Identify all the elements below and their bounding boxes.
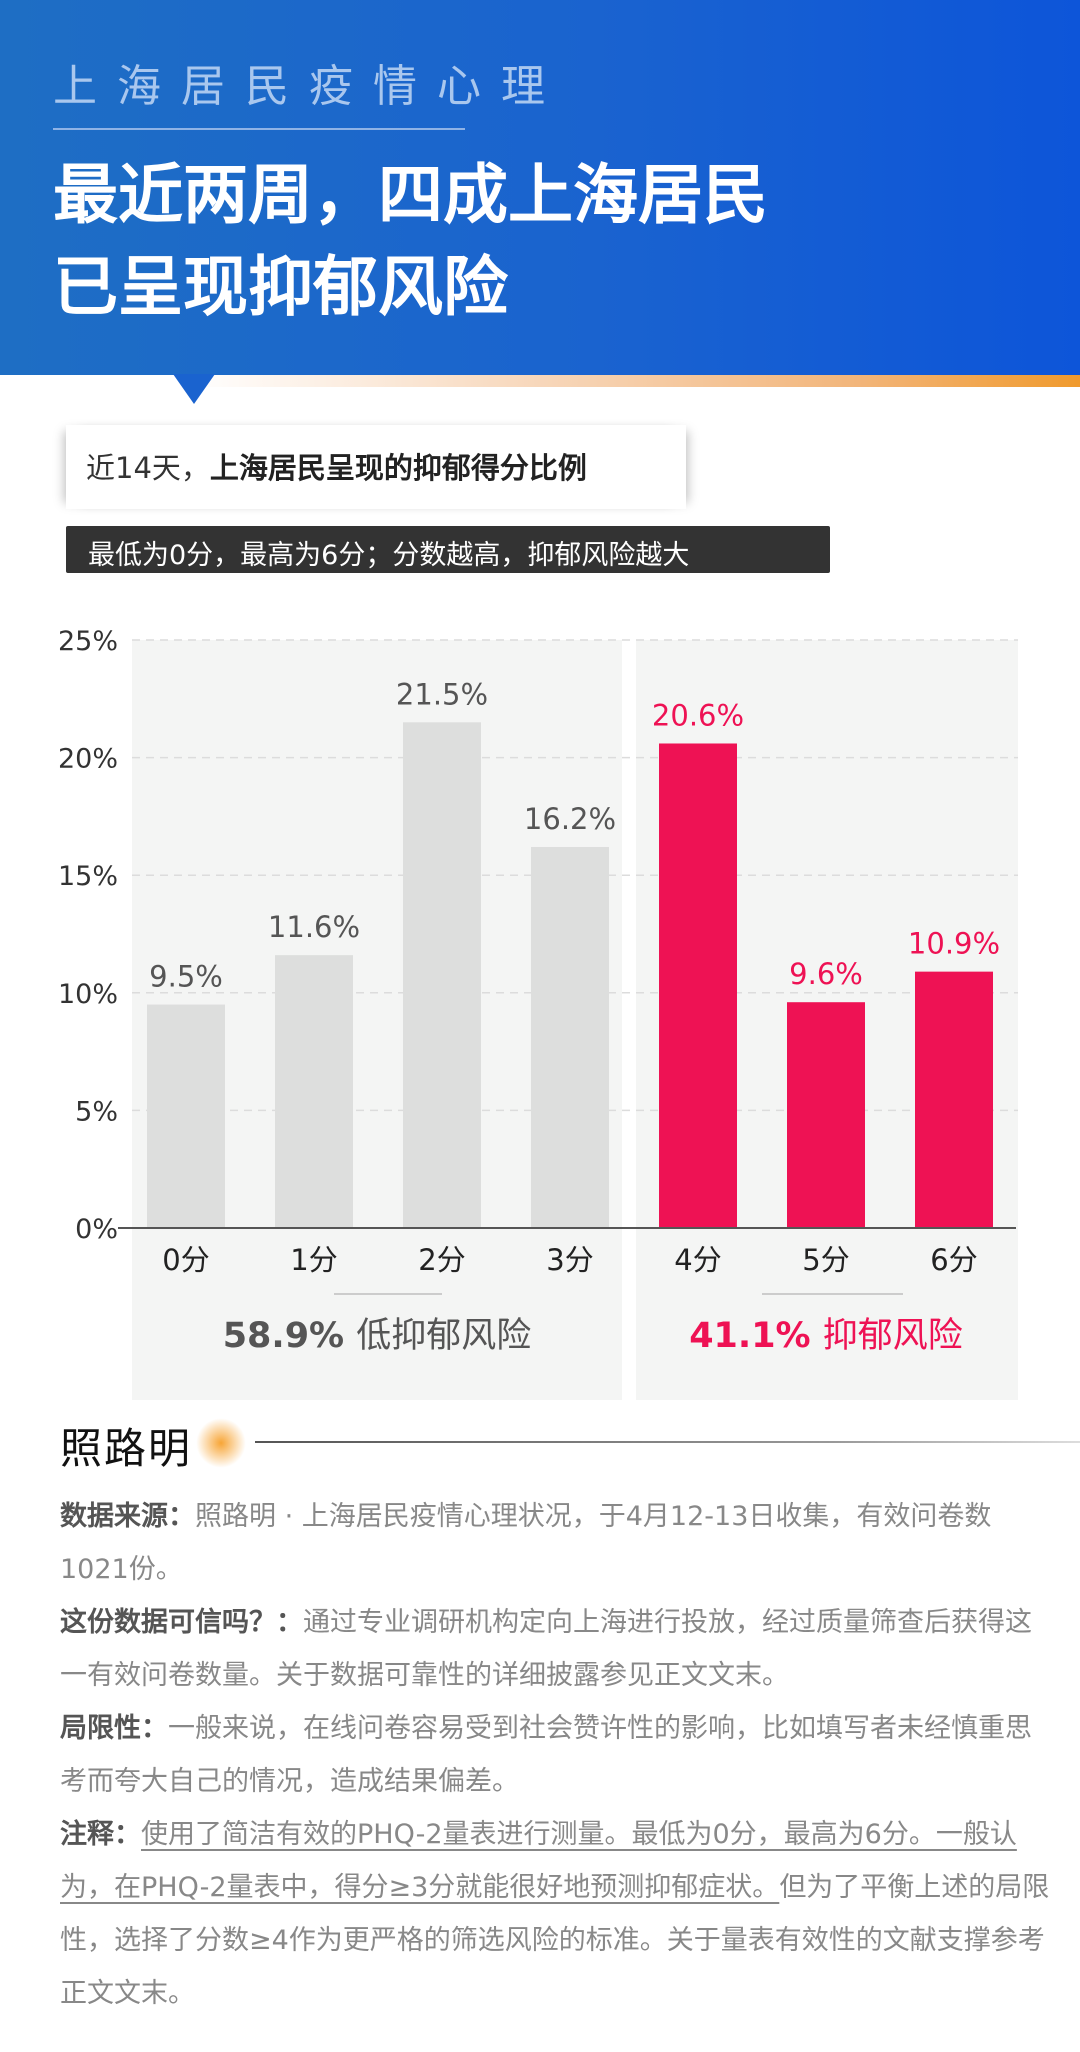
note-underlined: 使用了简洁有效的PHQ-2量表进行测量。最低为0分，最高为6分。一般认为，在PH…: [60, 1819, 1017, 1903]
group-summary: 41.1% 抑郁风险: [689, 1316, 963, 1356]
data-label: 9.6%: [789, 957, 863, 991]
y-tick-label: 25%: [58, 626, 118, 657]
group-summary: 58.9% 低抑郁风险: [223, 1316, 532, 1356]
x-tick-label: 4分: [674, 1243, 721, 1277]
reliability-label: 这份数据可信吗？：: [60, 1607, 303, 1638]
x-tick-label: 0分: [162, 1243, 209, 1277]
kicker-divider: [53, 128, 465, 130]
group-percent: 41.1%: [689, 1316, 823, 1356]
page-title: 最近两周，四成上海居民 已呈现抑郁风险: [53, 150, 768, 334]
data-label: 11.6%: [268, 910, 360, 944]
footer-notes: 数据来源：照路明 · 上海居民疫情心理状况，于4月12-13日收集，有效问卷数1…: [60, 1490, 1050, 2020]
bar: [659, 743, 737, 1228]
bar-chart: 0% 5% 10% 15% 20% 25% 9.5% 0分 11.6% 1分 21.5% 2分 16.2…: [58, 626, 1018, 1400]
y-tick-label: 20%: [58, 744, 118, 775]
accent-bar: [190, 375, 1080, 387]
limitation-label: 局限性：: [60, 1713, 168, 1744]
bar: [915, 971, 993, 1228]
x-tick-label: 6分: [930, 1243, 977, 1277]
reliability-text: 通过专业调研机构定向上海进行投放，经过质量筛查后获得这一有效问卷数量。关于数据可…: [60, 1607, 1032, 1691]
limitation-text: 一般来说，在线问卷容易受到社会赞许性的影响，比如填写者未经慎重思考而夸大自己的情…: [60, 1713, 1032, 1797]
title-line-1: 最近两周，四成上海居民: [53, 158, 769, 233]
chart-label-prefix: 近14天，: [86, 451, 210, 485]
bar: [787, 1002, 865, 1228]
title-line-2: 已呈现抑郁风险: [53, 250, 509, 325]
group-label: 低抑郁风险: [356, 1316, 531, 1356]
x-tick-label: 2分: [418, 1243, 465, 1277]
chart-note: 最低为0分，最高为6分；分数越高，抑郁风险越大: [88, 540, 690, 571]
source-label: 数据来源：: [60, 1501, 195, 1532]
brand-logo: 照路明: [60, 1424, 193, 1473]
footer-divider: [255, 1441, 1080, 1443]
note-label: 注释：: [60, 1819, 141, 1850]
x-tick-label: 3分: [546, 1243, 593, 1277]
header-kicker: 上海居民疫情心理: [53, 61, 565, 112]
bar: [403, 722, 481, 1228]
limitation-note: 局限性：一般来说，在线问卷容易受到社会赞许性的影响，比如填写者未经慎重思考而夸大…: [60, 1702, 1050, 1808]
bar: [275, 955, 353, 1228]
source-text: 照路明 · 上海居民疫情心理状况，于4月12-13日收集，有效问卷数1021份。: [60, 1501, 992, 1585]
bar: [531, 846, 609, 1228]
logo-glow-icon: [196, 1418, 246, 1468]
data-label: 20.6%: [652, 698, 744, 732]
group-percent: 58.9%: [223, 1316, 357, 1356]
data-label: 16.2%: [524, 802, 616, 836]
data-label: 9.5%: [149, 960, 223, 994]
x-tick-label: 5分: [802, 1243, 849, 1277]
source-note: 数据来源：照路明 · 上海居民疫情心理状况，于4月12-13日收集，有效问卷数1…: [60, 1490, 1050, 1596]
y-tick-label: 0%: [75, 1214, 118, 1245]
data-label: 10.9%: [908, 927, 1000, 961]
bar: [147, 1004, 225, 1228]
y-tick-label: 5%: [75, 1096, 118, 1127]
annotation-note: 注释：使用了简洁有效的PHQ-2量表进行测量。最低为0分，最高为6分。一般认为，…: [60, 1808, 1050, 2020]
chart-note-bar: 最低为0分，最高为6分；分数越高，抑郁风险越大: [66, 526, 830, 573]
group-label: 抑郁风险: [823, 1316, 963, 1356]
pointer-arrow-icon: [173, 374, 215, 404]
data-label: 21.5%: [396, 677, 488, 711]
y-tick-label: 15%: [58, 861, 118, 892]
y-tick-label: 10%: [58, 979, 118, 1010]
reliability-note: 这份数据可信吗？：通过专业调研机构定向上海进行投放，经过质量筛查后获得这一有效问…: [60, 1596, 1050, 1702]
chart-label-bold: 上海居民呈现的抑郁得分比例: [209, 451, 587, 485]
x-tick-label: 1分: [290, 1243, 337, 1277]
chart-label: 近14天，上海居民呈现的抑郁得分比例: [86, 445, 587, 487]
chart-label-box: 近14天，上海居民呈现的抑郁得分比例: [66, 425, 686, 509]
note-text: 但为了平衡上述的局限性，选择了分数≥4作为更严格的筛选风险的标准。关于量表有效性…: [60, 1872, 1050, 2009]
header-banner: 上海居民疫情心理 最近两周，四成上海居民 已呈现抑郁风险: [0, 0, 1080, 375]
